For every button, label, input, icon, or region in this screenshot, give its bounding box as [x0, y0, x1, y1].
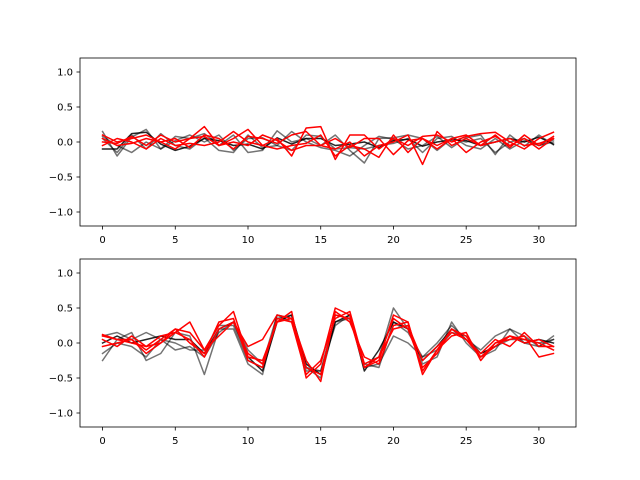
y-tick-label: −0.5 — [49, 374, 73, 385]
subplot-bottom: 0 5 10 15 20 25 30 −1.0 −0.5 0.0 0.5 1.0 — [49, 258, 577, 447]
x-tick-label: 10 — [242, 235, 255, 246]
x-tick-label: 0 — [99, 436, 105, 447]
x-tick-label: 5 — [172, 235, 178, 246]
subplot-top: 0 5 10 15 20 25 30 −1.0 −0.5 0.0 0.5 1.0 — [49, 57, 577, 246]
x-tick-label: 15 — [314, 436, 327, 447]
x-tick-label: 25 — [460, 235, 473, 246]
x-tick-label: 15 — [314, 235, 327, 246]
y-tick-label: 0.5 — [57, 304, 73, 315]
series-line-4 — [101, 125, 555, 161]
y-tick-label: −0.5 — [49, 173, 73, 184]
x-tick-label: 5 — [172, 436, 178, 447]
x-tick-label: 25 — [460, 436, 473, 447]
y-tick-label: 1.0 — [57, 269, 73, 280]
y-tick-label: 0.0 — [57, 138, 73, 149]
series-group — [101, 125, 555, 166]
y-tick-label: 0.0 — [57, 339, 73, 350]
series-line-6 — [101, 310, 555, 376]
y-tick-label: 1.0 — [57, 68, 73, 79]
x-tick-label: 30 — [533, 235, 546, 246]
y-tick-label: −1.0 — [49, 409, 73, 420]
x-tick-label: 0 — [99, 235, 105, 246]
x-tick-label: 20 — [387, 235, 400, 246]
x-tick-label: 10 — [242, 436, 255, 447]
y-tick-label: 0.5 — [57, 103, 73, 114]
y-tick-label: −1.0 — [49, 208, 73, 219]
x-tick-label: 30 — [533, 436, 546, 447]
series-line-7 — [101, 134, 555, 156]
series-line-1 — [101, 128, 555, 164]
x-tick-label: 20 — [387, 436, 400, 447]
series-group — [101, 307, 555, 383]
series-line-7 — [101, 314, 555, 376]
